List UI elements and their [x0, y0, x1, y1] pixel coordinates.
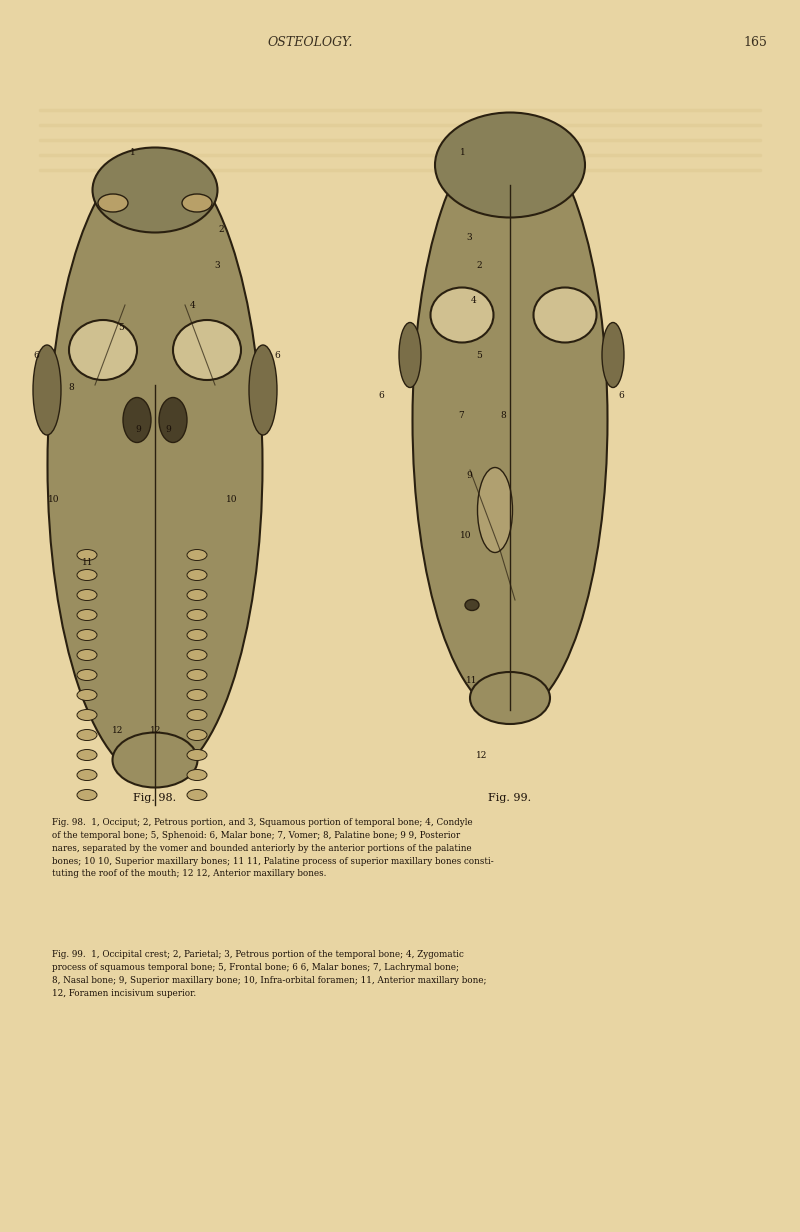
Ellipse shape [187, 710, 207, 721]
Ellipse shape [187, 649, 207, 660]
Text: 12: 12 [112, 726, 123, 736]
Ellipse shape [187, 790, 207, 801]
Text: 1: 1 [460, 148, 466, 156]
Ellipse shape [435, 112, 585, 218]
Text: 5: 5 [476, 351, 482, 360]
Ellipse shape [77, 710, 97, 721]
Text: 10: 10 [48, 495, 59, 504]
Text: 3: 3 [214, 261, 220, 270]
Ellipse shape [77, 569, 97, 580]
Ellipse shape [187, 589, 207, 600]
Text: 9: 9 [165, 425, 170, 434]
Ellipse shape [249, 345, 277, 435]
Ellipse shape [182, 193, 212, 212]
Ellipse shape [98, 193, 128, 212]
Ellipse shape [478, 467, 513, 552]
Text: 6: 6 [378, 391, 384, 400]
Text: 9: 9 [466, 471, 472, 480]
Ellipse shape [187, 690, 207, 701]
Ellipse shape [69, 320, 137, 379]
Ellipse shape [187, 549, 207, 561]
Text: 2: 2 [218, 225, 224, 234]
Text: 4: 4 [471, 296, 477, 306]
Ellipse shape [77, 770, 97, 781]
Ellipse shape [534, 287, 597, 342]
Text: 7: 7 [458, 411, 464, 420]
Text: 10: 10 [226, 495, 238, 504]
Text: 8: 8 [500, 411, 506, 420]
Ellipse shape [77, 729, 97, 740]
Ellipse shape [187, 770, 207, 781]
Text: 8: 8 [68, 383, 74, 392]
Text: 165: 165 [743, 36, 767, 48]
Text: 5: 5 [118, 323, 124, 331]
Ellipse shape [187, 569, 207, 580]
Text: Fig. 98.  1, Occiput; 2, Petrous portion, and 3, Squamous portion of temporal bo: Fig. 98. 1, Occiput; 2, Petrous portion,… [52, 818, 494, 878]
Text: 10: 10 [460, 531, 471, 540]
Text: 12: 12 [150, 726, 162, 736]
Ellipse shape [47, 150, 262, 780]
Ellipse shape [77, 549, 97, 561]
Ellipse shape [187, 729, 207, 740]
Text: 6: 6 [618, 391, 624, 400]
Ellipse shape [77, 610, 97, 621]
Ellipse shape [465, 600, 479, 611]
Text: 4: 4 [190, 301, 196, 310]
Ellipse shape [470, 671, 550, 724]
Ellipse shape [113, 733, 198, 787]
Ellipse shape [33, 345, 61, 435]
Text: 11: 11 [466, 676, 478, 685]
Ellipse shape [173, 320, 241, 379]
Ellipse shape [77, 589, 97, 600]
Text: 11: 11 [82, 558, 94, 567]
Ellipse shape [413, 124, 607, 715]
Text: 2: 2 [476, 261, 482, 270]
Ellipse shape [159, 398, 187, 442]
Ellipse shape [187, 669, 207, 680]
Text: Fig. 98.: Fig. 98. [134, 793, 177, 803]
Ellipse shape [187, 749, 207, 760]
Text: Fig. 99.  1, Occipital crest; 2, Parietal; 3, Petrous portion of the temporal bo: Fig. 99. 1, Occipital crest; 2, Parietal… [52, 950, 486, 998]
Text: 6: 6 [274, 351, 280, 360]
Ellipse shape [430, 287, 494, 342]
Ellipse shape [123, 398, 151, 442]
Text: 3: 3 [466, 233, 472, 241]
Ellipse shape [93, 148, 218, 233]
Text: Fig. 99.: Fig. 99. [489, 793, 531, 803]
Text: 9: 9 [135, 425, 141, 434]
Ellipse shape [187, 610, 207, 621]
Ellipse shape [77, 669, 97, 680]
Text: 12: 12 [476, 752, 487, 760]
Text: 6: 6 [33, 351, 38, 360]
Ellipse shape [77, 749, 97, 760]
Text: 1: 1 [130, 148, 136, 156]
Ellipse shape [77, 649, 97, 660]
Text: OSTEOLOGY.: OSTEOLOGY. [267, 36, 353, 48]
Ellipse shape [602, 323, 624, 388]
Ellipse shape [399, 323, 421, 388]
Ellipse shape [77, 690, 97, 701]
Ellipse shape [77, 630, 97, 641]
Ellipse shape [77, 790, 97, 801]
Ellipse shape [187, 630, 207, 641]
